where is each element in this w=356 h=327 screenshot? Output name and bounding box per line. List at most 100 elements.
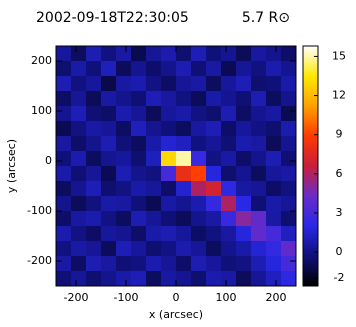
- cell: [131, 256, 147, 272]
- cell: [86, 196, 102, 212]
- cell: [176, 196, 192, 212]
- cell: [236, 121, 252, 137]
- x-axis-label: x (arcsec): [149, 308, 203, 321]
- cell: [206, 106, 222, 122]
- cell: [101, 196, 117, 212]
- cell: [281, 121, 297, 137]
- cell: [131, 211, 147, 227]
- cell: [71, 271, 87, 287]
- cell: [71, 91, 87, 107]
- cell: [116, 46, 132, 62]
- cell: [236, 271, 252, 287]
- cell: [206, 46, 222, 62]
- cell: [101, 46, 117, 62]
- cell: [116, 151, 132, 167]
- cell: [266, 226, 282, 242]
- cell: [191, 46, 207, 62]
- cell: [251, 136, 267, 152]
- cell: [206, 121, 222, 137]
- cell: [161, 106, 177, 122]
- cell: [101, 241, 117, 257]
- cell: [116, 76, 132, 92]
- cell: [281, 61, 297, 77]
- cell: [131, 121, 147, 137]
- cell: [71, 76, 87, 92]
- cell: [161, 91, 177, 107]
- cell: [146, 121, 162, 137]
- cell: [206, 166, 222, 182]
- cell: [221, 61, 237, 77]
- cell: [236, 61, 252, 77]
- cell: [101, 61, 117, 77]
- cell: [101, 211, 117, 227]
- colorbar-tick-label: 15: [332, 49, 346, 62]
- cell: [266, 271, 282, 287]
- cell: [131, 136, 147, 152]
- cell: [281, 181, 297, 197]
- cell: [221, 151, 237, 167]
- cell: [251, 256, 267, 272]
- cell: [146, 46, 162, 62]
- y-tick-label: 200: [31, 54, 52, 67]
- cell: [86, 241, 102, 257]
- cell: [191, 241, 207, 257]
- cell: [236, 181, 252, 197]
- cell: [116, 211, 132, 227]
- cell: [236, 106, 252, 122]
- cell: [56, 256, 72, 272]
- cell: [101, 76, 117, 92]
- y-tick-label: -100: [27, 204, 52, 217]
- cell: [101, 151, 117, 167]
- cell: [146, 211, 162, 227]
- cell: [86, 76, 102, 92]
- cell: [266, 136, 282, 152]
- y-tick-label: 100: [31, 104, 52, 117]
- cell: [266, 61, 282, 77]
- cell: [281, 46, 297, 62]
- cell: [236, 136, 252, 152]
- cell: [116, 241, 132, 257]
- cell: [176, 271, 192, 287]
- y-axis-label: y (arcsec): [5, 139, 18, 193]
- cell: [161, 46, 177, 62]
- cell: [176, 256, 192, 272]
- colorbar-tick-label: -2: [334, 271, 345, 284]
- cell: [281, 76, 297, 92]
- cell: [86, 151, 102, 167]
- cell: [191, 256, 207, 272]
- cell: [161, 271, 177, 287]
- cell: [176, 61, 192, 77]
- cell: [116, 256, 132, 272]
- colorbar: [302, 45, 319, 287]
- cell: [236, 226, 252, 242]
- cell: [191, 271, 207, 287]
- cell: [266, 91, 282, 107]
- cell: [221, 76, 237, 92]
- cell: [161, 76, 177, 92]
- cell: [191, 226, 207, 242]
- cell: [101, 91, 117, 107]
- cell: [146, 226, 162, 242]
- cell: [131, 271, 147, 287]
- cell: [191, 151, 207, 167]
- cell: [146, 241, 162, 257]
- x-tick-label: 200: [266, 291, 287, 304]
- cell: [56, 121, 72, 137]
- cell: [266, 166, 282, 182]
- cell: [281, 151, 297, 167]
- cell: [281, 196, 297, 212]
- cell: [146, 196, 162, 212]
- cell: [131, 151, 147, 167]
- cell: [251, 211, 267, 227]
- cell: [251, 271, 267, 287]
- cell: [221, 136, 237, 152]
- cell: [206, 181, 222, 197]
- cell: [176, 226, 192, 242]
- cell: [191, 136, 207, 152]
- cell: [221, 91, 237, 107]
- cell: [146, 256, 162, 272]
- cell: [221, 241, 237, 257]
- x-tick-label: -200: [64, 291, 89, 304]
